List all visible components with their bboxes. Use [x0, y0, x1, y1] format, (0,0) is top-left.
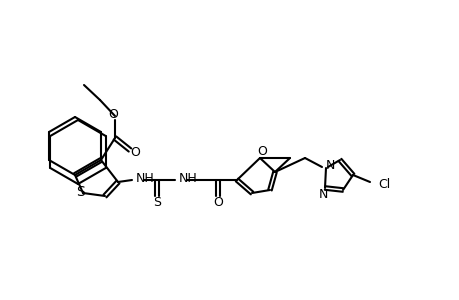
- Text: NH: NH: [179, 172, 197, 184]
- Text: O: O: [257, 145, 266, 158]
- Text: S: S: [77, 185, 85, 199]
- Text: N: N: [325, 158, 335, 172]
- Text: S: S: [153, 196, 161, 208]
- Text: O: O: [108, 107, 118, 121]
- Text: NH: NH: [136, 172, 154, 184]
- Text: Cl: Cl: [377, 178, 389, 190]
- Text: O: O: [130, 146, 140, 158]
- Text: N: N: [318, 188, 327, 200]
- Text: O: O: [213, 196, 223, 208]
